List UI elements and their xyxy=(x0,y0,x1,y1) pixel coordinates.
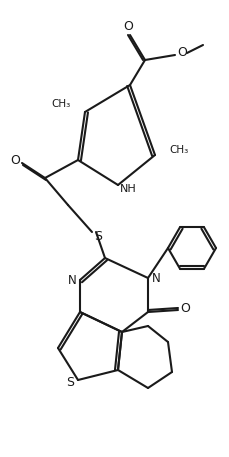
Text: S: S xyxy=(66,376,74,388)
Text: O: O xyxy=(177,47,187,59)
Text: N: N xyxy=(68,273,76,287)
Text: CH₃: CH₃ xyxy=(52,99,71,109)
Text: CH₃: CH₃ xyxy=(169,145,188,155)
Text: NH: NH xyxy=(120,184,136,194)
Text: O: O xyxy=(180,303,190,315)
Text: S: S xyxy=(94,229,102,243)
Text: O: O xyxy=(10,154,20,168)
Text: O: O xyxy=(123,21,133,33)
Text: N: N xyxy=(152,271,160,285)
